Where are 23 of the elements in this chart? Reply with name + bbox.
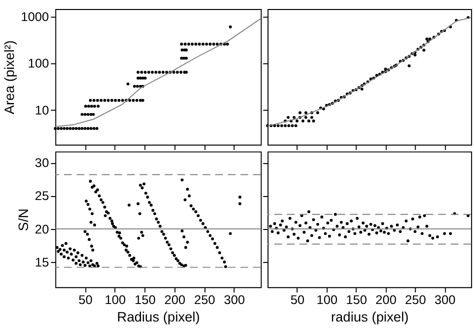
x-tick-label: 250 [405, 293, 426, 308]
x-tick-label: 300 [434, 293, 456, 308]
y-tick-label: 10 [34, 103, 49, 118]
x-tick-label: 100 [316, 293, 338, 308]
y-tick-label: 100 [28, 56, 49, 71]
y-tick-label: 1000 [20, 10, 49, 24]
x-tick-label: 150 [134, 293, 156, 308]
x-tick-label: 150 [346, 293, 368, 308]
x-tick-label: 50 [290, 293, 305, 308]
x-axis-title: radius (pixel) [330, 310, 409, 325]
y-tick-label: 20 [34, 222, 49, 236]
y-tick-label: 30 [34, 156, 49, 170]
y-axis-title: S/N [16, 208, 32, 232]
x-tick-label: 250 [194, 293, 216, 308]
y-tick-label: 25 [34, 189, 49, 204]
x-tick-label: 100 [104, 293, 126, 308]
x-axis-title: Radius (pixel) [117, 310, 200, 325]
x-tick-label: 300 [224, 293, 245, 308]
y-tick-label: 15 [34, 255, 49, 270]
y-axis-title: Area (pixel²) [2, 40, 18, 114]
x-tick-label: 50 [78, 293, 93, 308]
x-tick-label: 200 [164, 293, 186, 308]
x-tick-label: 200 [376, 293, 397, 308]
